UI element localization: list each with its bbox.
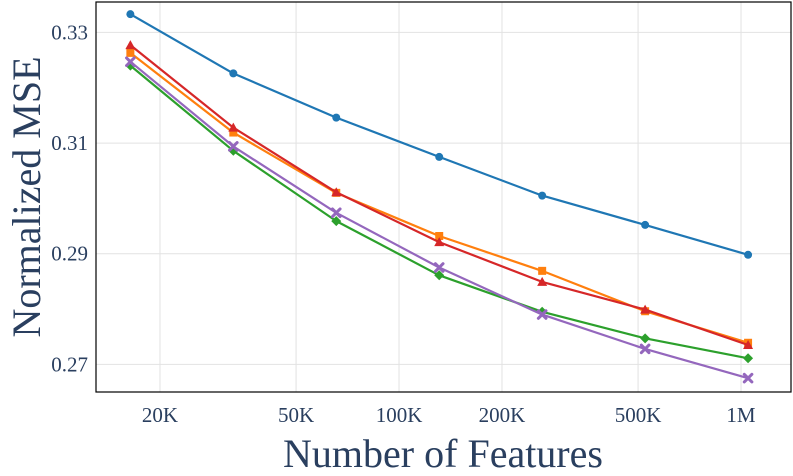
data-point <box>640 333 651 344</box>
data-point <box>331 187 342 197</box>
data-point <box>228 141 239 152</box>
data-point <box>434 237 445 247</box>
series-1 <box>126 10 753 259</box>
series-line <box>129 44 749 347</box>
series-3 <box>125 40 754 349</box>
x-axis-title: Number of Features <box>283 431 603 476</box>
y-tick-label: 0.29 <box>51 242 88 266</box>
series-2 <box>126 48 753 347</box>
data-point <box>435 152 444 161</box>
x-tick-label: 1M <box>726 403 756 427</box>
data-point <box>641 220 650 229</box>
data-point <box>433 262 445 273</box>
plot-area-frame <box>95 1 792 393</box>
series-group <box>125 10 754 384</box>
x-tick-label: 50K <box>278 403 314 427</box>
data-point <box>125 40 136 50</box>
data-point <box>537 276 548 286</box>
series-line <box>129 13 749 256</box>
y-tick-label: 0.31 <box>51 131 88 155</box>
x-tick-label: 20K <box>142 403 178 427</box>
tick-labels: 20K 50K 100K 200K 500K 1M 0.27 0.29 0.31 0.33 <box>51 20 756 427</box>
data-point <box>435 232 444 240</box>
data-point <box>742 372 754 384</box>
series-line <box>129 52 749 344</box>
data-point <box>538 266 547 275</box>
y-tick-label: 0.33 <box>51 20 88 44</box>
data-point <box>125 56 136 68</box>
data-point <box>331 216 342 227</box>
series-4 <box>125 60 754 364</box>
x-tick-label: 200K <box>479 403 526 427</box>
grid <box>96 2 791 392</box>
data-point <box>229 128 238 137</box>
data-point <box>743 339 754 349</box>
data-point <box>126 10 135 19</box>
data-point <box>640 304 651 314</box>
data-point <box>434 270 445 281</box>
data-point <box>330 207 342 219</box>
data-point <box>536 309 548 320</box>
data-point <box>538 191 547 200</box>
data-point <box>743 353 754 364</box>
series-line <box>129 60 749 380</box>
x-tick-label: 500K <box>615 403 662 427</box>
y-axis-title: Normalized MSE <box>4 56 49 337</box>
data-point <box>228 122 239 132</box>
data-point <box>126 48 135 57</box>
y-tick-label: 0.27 <box>51 352 88 376</box>
x-tick-label: 100K <box>376 403 423 427</box>
data-point <box>332 113 341 122</box>
data-point <box>744 250 753 259</box>
data-point <box>229 69 238 78</box>
data-point <box>639 343 651 355</box>
series-5 <box>125 56 754 384</box>
